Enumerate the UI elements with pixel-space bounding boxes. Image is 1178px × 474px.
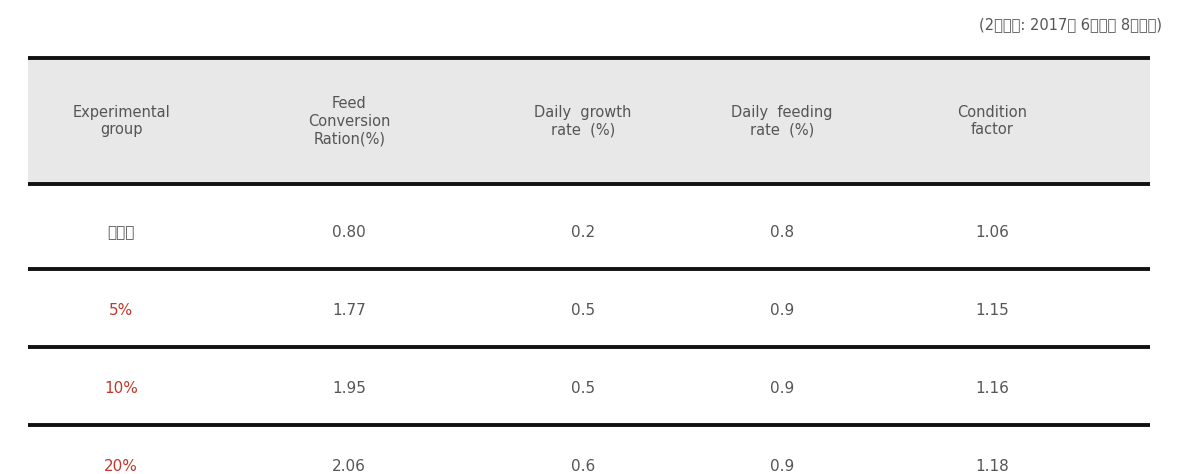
Text: Ration(%): Ration(%) bbox=[313, 131, 385, 146]
Text: 20%: 20% bbox=[104, 459, 138, 474]
Text: 0.5: 0.5 bbox=[571, 303, 595, 319]
Text: rate  (%): rate (%) bbox=[551, 122, 615, 137]
Text: 2.06: 2.06 bbox=[332, 459, 366, 474]
Text: 0.5: 0.5 bbox=[571, 382, 595, 396]
Text: 1.77: 1.77 bbox=[332, 303, 366, 319]
Text: 1.06: 1.06 bbox=[975, 225, 1010, 240]
Text: group: group bbox=[100, 122, 143, 137]
Text: Daily  growth: Daily growth bbox=[535, 105, 631, 120]
Text: 0.80: 0.80 bbox=[332, 225, 366, 240]
Bar bbox=[27, 58, 1151, 184]
Text: 0.8: 0.8 bbox=[770, 225, 794, 240]
Text: 0.6: 0.6 bbox=[571, 459, 595, 474]
Text: 1.18: 1.18 bbox=[975, 459, 1010, 474]
Text: factor: factor bbox=[971, 122, 1014, 137]
Text: Daily  feeding: Daily feeding bbox=[732, 105, 833, 120]
Text: 1.16: 1.16 bbox=[975, 382, 1010, 396]
Text: 1.15: 1.15 bbox=[975, 303, 1010, 319]
Text: Condition: Condition bbox=[958, 105, 1027, 120]
Text: 대조구: 대조구 bbox=[107, 225, 134, 240]
Text: 0.9: 0.9 bbox=[770, 459, 794, 474]
Text: 0.2: 0.2 bbox=[571, 225, 595, 240]
Text: Feed: Feed bbox=[332, 96, 366, 111]
Text: 0.9: 0.9 bbox=[770, 303, 794, 319]
Text: rate  (%): rate (%) bbox=[750, 122, 814, 137]
Text: 1.95: 1.95 bbox=[332, 382, 366, 396]
Text: 10%: 10% bbox=[104, 382, 138, 396]
Text: 0.9: 0.9 bbox=[770, 382, 794, 396]
Text: Experimental: Experimental bbox=[72, 105, 170, 120]
Text: Conversion: Conversion bbox=[307, 114, 390, 129]
Text: 5%: 5% bbox=[110, 303, 133, 319]
Text: (2차실험: 2017년 6월부터 8월까지): (2차실험: 2017년 6월부터 8월까지) bbox=[979, 17, 1163, 32]
